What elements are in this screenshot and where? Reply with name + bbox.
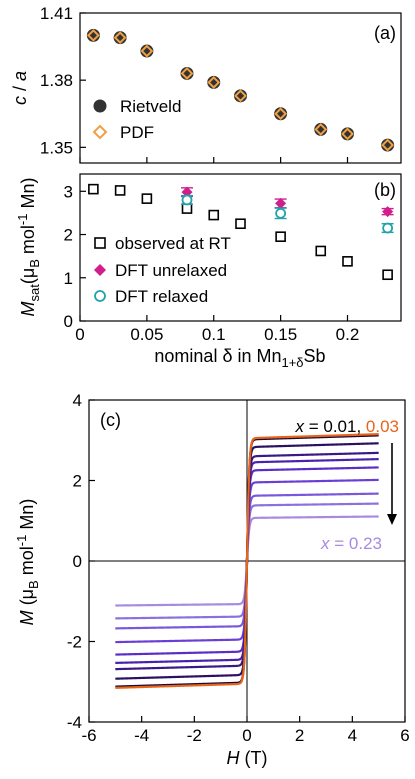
panel-a-y-ticks: 1.35 1.38 1.41 bbox=[40, 4, 86, 157]
rietveld-point bbox=[314, 122, 328, 136]
legend-observed-marker bbox=[94, 237, 106, 249]
observed-point bbox=[235, 218, 246, 230]
panel-a-ylabel: c / a bbox=[10, 71, 30, 105]
legend-observed-label: observed at RT bbox=[115, 234, 231, 253]
observed-point bbox=[342, 256, 353, 267]
dft-unrelaxed-point bbox=[275, 197, 287, 209]
pdf-point bbox=[140, 44, 154, 58]
panel-c-y-tick-label: 2 bbox=[73, 472, 82, 491]
panel-b-x-tick-label: 0.2 bbox=[336, 325, 360, 344]
panel-c-x-tick-label: -2 bbox=[187, 726, 202, 745]
panel-b-x-tick-label: 0.15 bbox=[264, 325, 297, 344]
rietveld-point bbox=[113, 31, 127, 45]
legend-pdf-label: PDF bbox=[120, 123, 154, 142]
legend-dft-unrelaxed-marker bbox=[94, 264, 106, 276]
observed-point bbox=[315, 245, 327, 257]
panel-c-x-tick-label: 4 bbox=[348, 726, 357, 745]
arrow-head bbox=[387, 514, 397, 525]
annotation-bottom: x = 0.23 bbox=[320, 534, 382, 553]
pdf-point bbox=[381, 138, 395, 152]
legend-rietveld-label: Rietveld bbox=[120, 97, 181, 116]
panel-c-y-tick-label: -2 bbox=[67, 633, 82, 652]
panel-c-x-tick-label: -6 bbox=[81, 726, 96, 745]
rietveld-point bbox=[274, 107, 288, 121]
rietveld-point bbox=[381, 138, 395, 152]
panel-a-label: (a) bbox=[374, 23, 396, 43]
pdf-point bbox=[234, 89, 247, 103]
legend-rietveld-marker bbox=[93, 99, 107, 113]
pdf-point bbox=[341, 127, 354, 141]
panel-a: 1.35 1.38 1.41 (a) c / a Rietveld PDF bbox=[10, 4, 402, 164]
rietveld-point bbox=[207, 75, 221, 89]
dft-relaxed-point bbox=[275, 207, 287, 219]
panel-b-x-tick-label: 0 bbox=[75, 325, 84, 344]
dft-relaxed-point bbox=[181, 194, 193, 206]
panel-c-x-ticks: -6 -4 -2 0 2 4 6 bbox=[81, 716, 410, 745]
panel-b: 0 1 2 3 0 0.05 0.1 0.15 0.2 (b) Msat(μB mol-1 M… bbox=[15, 173, 402, 370]
legend-dft-relaxed-marker bbox=[94, 290, 106, 302]
pdf-point bbox=[274, 107, 288, 121]
rietveld-point bbox=[341, 127, 354, 141]
panel-b-x-tick-label: 0.1 bbox=[202, 325, 226, 344]
panel-c-ylabel: M (μB mol-1 Mn) bbox=[14, 499, 41, 626]
panel-b-y-tick-label: 3 bbox=[64, 182, 73, 201]
rietveld-point bbox=[86, 28, 100, 42]
observed-point bbox=[382, 269, 393, 281]
pdf-point bbox=[86, 28, 100, 42]
observed-point bbox=[208, 209, 220, 221]
panel-a-y-tick-label: 1.38 bbox=[40, 71, 73, 90]
dft-unrelaxed-point bbox=[382, 206, 394, 218]
observed-point bbox=[141, 193, 153, 204]
panel-b-y-tick-label: 1 bbox=[64, 269, 73, 288]
mh-curve bbox=[115, 433, 379, 689]
panel-c-y-ticks: -4 -2 0 2 4 bbox=[67, 391, 95, 732]
panel-c-y-tick-label: -4 bbox=[67, 713, 82, 732]
panel-a-legend: Rietveld PDF bbox=[92, 97, 181, 142]
panel-c-x-tick-label: 2 bbox=[295, 726, 304, 745]
panel-b-y-tick-label: 2 bbox=[64, 226, 73, 245]
annotation-top: x = 0.01, 0.03 bbox=[294, 417, 399, 436]
panel-a-marks bbox=[86, 28, 395, 152]
pdf-point bbox=[113, 31, 127, 45]
dft-relaxed-point bbox=[382, 222, 394, 234]
panel-b-xlabel: nominal δ in Mn1+δSb bbox=[154, 346, 325, 370]
panel-c-label: (c) bbox=[100, 410, 121, 430]
panel-b-x-tick-label: 0.05 bbox=[130, 325, 163, 344]
legend-dft-relaxed-label: DFT relaxed bbox=[115, 287, 208, 306]
rietveld-point bbox=[180, 66, 194, 80]
legend-dft-unrelaxed-label: DFT unrelaxed bbox=[115, 261, 227, 280]
panel-c-y-tick-label: 4 bbox=[73, 391, 82, 410]
panel-b-x-ticks: 0 0.05 0.1 0.15 0.2 bbox=[75, 315, 359, 344]
rietveld-point bbox=[140, 44, 154, 58]
observed-point bbox=[181, 203, 193, 214]
panel-a-y-tick-label: 1.41 bbox=[40, 4, 73, 23]
panel-c-curves bbox=[115, 433, 379, 689]
panel-c-y-tick-label: 0 bbox=[73, 552, 82, 571]
pdf-point bbox=[207, 75, 221, 89]
panel-b-y-tick-label: 0 bbox=[64, 312, 73, 331]
pdf-point bbox=[314, 123, 328, 136]
pdf-point bbox=[180, 67, 194, 80]
panel-a-x-ticks bbox=[79, 157, 349, 163]
observed-point bbox=[88, 183, 99, 195]
panel-c-x-tick-label: 0 bbox=[242, 726, 251, 745]
dft-unrelaxed-point bbox=[181, 186, 193, 198]
panel-c-x-tick-label: -4 bbox=[134, 726, 149, 745]
panel-b-legend: observed at RT DFT unrelaxed DFT relaxed bbox=[94, 234, 231, 306]
panel-b-ylabel: Msat(μB mol-1 Mn) bbox=[15, 178, 42, 317]
panel-b-y-ticks: 0 1 2 3 bbox=[64, 182, 86, 331]
observed-point bbox=[275, 231, 286, 242]
observed-point bbox=[114, 185, 126, 196]
panel-a-y-tick-label: 1.35 bbox=[40, 138, 73, 157]
legend-pdf-marker bbox=[92, 124, 108, 140]
panel-b-marks bbox=[88, 183, 394, 281]
rietveld-point bbox=[234, 89, 247, 103]
panel-b-frame bbox=[79, 173, 402, 322]
panel-b-label: (b) bbox=[374, 180, 396, 200]
panel-a-frame bbox=[79, 12, 402, 164]
panel-c-xlabel: H (T) bbox=[227, 748, 268, 768]
panel-c-x-tick-label: 6 bbox=[400, 726, 409, 745]
